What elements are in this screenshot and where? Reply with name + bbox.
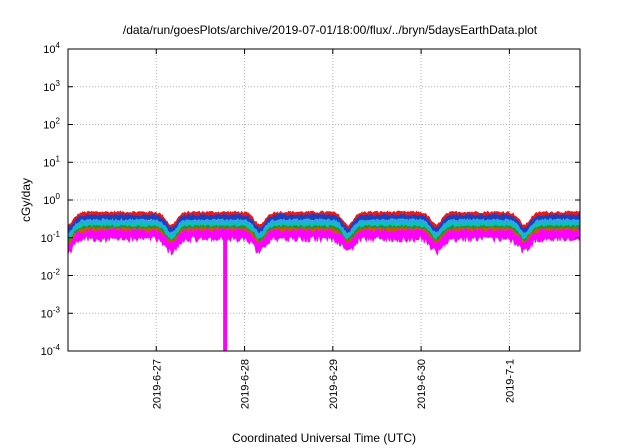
y-tick-base: 10 (43, 120, 55, 132)
x-tick-label: 2019-6-30 (416, 359, 428, 409)
y-tick-base: 10 (43, 157, 55, 169)
y-tick-exponent: 4 (56, 41, 61, 50)
y-tick-exponent: 0 (56, 192, 61, 201)
y-tick-base: 10 (41, 233, 53, 245)
x-axis: 2019-6-27 2019-6-28 2019-6-29 2019-6-30 2019… (151, 49, 516, 409)
y-tick-label: 101 (43, 154, 60, 169)
y-tick-exponent: -3 (53, 305, 61, 314)
y-tick-exponent: -1 (53, 230, 61, 239)
y-tick-exponent: 2 (56, 117, 61, 126)
y-tick-label: 10-2 (41, 268, 61, 283)
y-tick-base: 10 (43, 195, 55, 207)
y-tick-exponent: 3 (56, 79, 61, 88)
x-tick-label: 2019-6-29 (328, 359, 340, 409)
y-tick-label: 104 (43, 41, 60, 56)
y-tick-label: 10-3 (41, 305, 61, 320)
y-tick-label: 10-4 (41, 343, 61, 358)
x-tick-label: 2019-7-1 (504, 359, 516, 403)
y-tick-base: 10 (41, 346, 53, 358)
y-tick-exponent: -4 (53, 343, 61, 352)
y-tick-base: 10 (41, 308, 53, 320)
x-tick-label: 2019-6-27 (151, 359, 163, 409)
x-axis-label: Coordinated Universal Time (UTC) (232, 431, 416, 445)
y-tick-label: 103 (43, 79, 60, 94)
y-tick-exponent: 1 (56, 154, 61, 163)
y-tick-label: 10-1 (41, 230, 61, 245)
y-tick-label: 102 (43, 117, 60, 132)
series-spike (223, 234, 228, 351)
y-axis-label: cGy/day (19, 178, 33, 222)
x-tick-label: 2019-6-28 (240, 359, 252, 409)
chart-title: /data/run/goesPlots/archive/2019-07-01/1… (123, 23, 538, 37)
y-tick-base: 10 (43, 44, 55, 56)
y-tick-exponent: -2 (53, 268, 61, 277)
y-tick-label: 100 (43, 192, 60, 207)
y-tick-base: 10 (43, 82, 55, 94)
y-tick-base: 10 (41, 271, 53, 283)
